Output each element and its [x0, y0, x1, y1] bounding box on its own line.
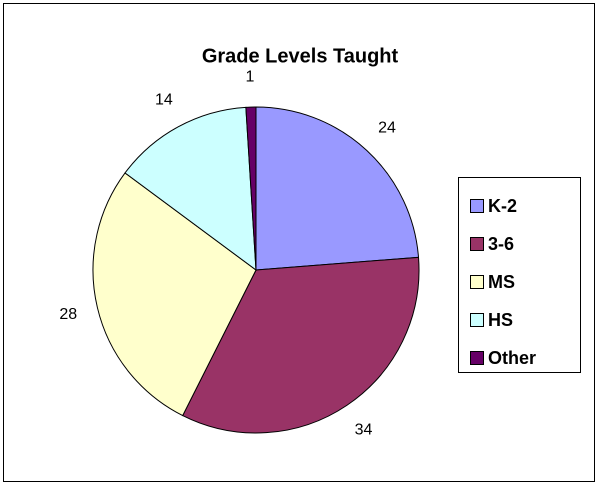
legend-label: K-2 [488, 196, 517, 216]
chart-title: Grade Levels Taught [202, 45, 399, 67]
legend-label: Other [488, 348, 536, 368]
legend-label: 3-6 [488, 234, 514, 254]
data-label: 24 [378, 120, 396, 137]
pie-slice [255, 106, 420, 271]
pie-slice [124, 106, 257, 272]
legend-swatch [470, 275, 484, 289]
data-label: 1 [246, 68, 255, 85]
pie-slice [92, 172, 257, 417]
legend-swatch [470, 237, 484, 251]
pie-slice [182, 256, 420, 434]
data-label: 14 [155, 92, 173, 109]
pie-slice [245, 106, 257, 271]
data-label: 34 [355, 421, 373, 438]
legend-swatch [470, 351, 484, 365]
data-label: 28 [59, 306, 77, 323]
legend-label: MS [488, 272, 515, 292]
legend-label: HS [488, 310, 513, 330]
legend-swatch [470, 313, 484, 327]
legend-swatch [470, 199, 484, 213]
